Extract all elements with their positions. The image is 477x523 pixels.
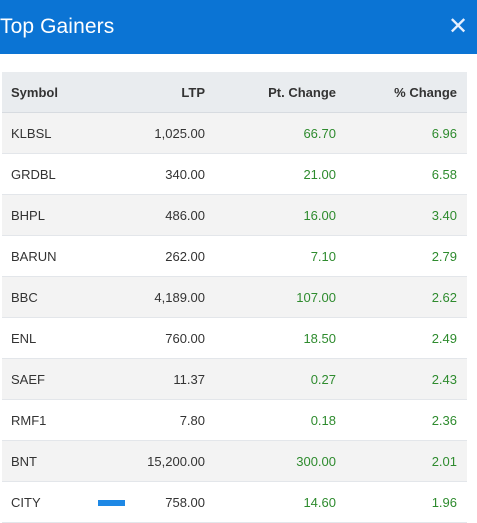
cell-symbol: CITY [2, 481, 102, 523]
header-ltp[interactable]: LTP [102, 72, 209, 113]
table-row[interactable]: RMF1 7.80 0.18 2.36 [2, 399, 467, 441]
cell-symbol: SAEF [2, 358, 102, 400]
modal-header: Top Gainers ✕ [0, 0, 477, 54]
table-row[interactable]: BHPL 486.00 16.00 3.40 [2, 194, 467, 236]
cell-symbol: BARUN [2, 235, 102, 277]
table-row[interactable]: ENL 760.00 18.50 2.49 [2, 317, 467, 359]
cell-pt-change: 107.00 [209, 276, 340, 318]
cell-ltp: 340.00 [102, 153, 209, 195]
cell-pct-change: 2.01 [340, 440, 467, 482]
table-row[interactable]: KLBSL 1,025.00 66.70 6.96 [2, 112, 467, 154]
cell-pct-change: 6.58 [340, 153, 467, 195]
table-row[interactable]: BNT 15,200.00 300.00 2.01 [2, 440, 467, 482]
gainers-table-container: Symbol LTP Pt. Change % Change KLBSL 1,0… [2, 72, 467, 523]
cell-pct-change: 2.43 [340, 358, 467, 400]
cell-ltp: 7.80 [102, 399, 209, 441]
table-header-row: Symbol LTP Pt. Change % Change [2, 72, 467, 113]
cell-pct-change: 6.96 [340, 112, 467, 154]
cell-ltp: 262.00 [102, 235, 209, 277]
cell-pt-change: 0.27 [209, 358, 340, 400]
cell-symbol: ENL [2, 317, 102, 359]
cell-pct-change: 3.40 [340, 194, 467, 236]
cell-symbol: KLBSL [2, 112, 102, 154]
gainers-table: Symbol LTP Pt. Change % Change KLBSL 1,0… [2, 72, 467, 523]
cell-pct-change: 2.79 [340, 235, 467, 277]
header-pt-change[interactable]: Pt. Change [209, 72, 340, 113]
cell-pt-change: 66.70 [209, 112, 340, 154]
cell-symbol: BHPL [2, 194, 102, 236]
table-row[interactable]: GRDBL 340.00 21.00 6.58 [2, 153, 467, 195]
cell-ltp: 11.37 [102, 358, 209, 400]
table-row[interactable]: BBC 4,189.00 107.00 2.62 [2, 276, 467, 318]
cell-symbol: RMF1 [2, 399, 102, 441]
cell-ltp: 1,025.00 [102, 112, 209, 154]
cell-ltp: 486.00 [102, 194, 209, 236]
table-row[interactable]: SAEF 11.37 0.27 2.43 [2, 358, 467, 400]
cell-pt-change: 300.00 [209, 440, 340, 482]
header-symbol[interactable]: Symbol [2, 72, 102, 113]
cell-symbol: BBC [2, 276, 102, 318]
cell-pct-change: 2.49 [340, 317, 467, 359]
scroll-indicator[interactable] [98, 500, 125, 506]
header-pct-change[interactable]: % Change [340, 72, 467, 113]
cell-pt-change: 18.50 [209, 317, 340, 359]
cell-symbol: GRDBL [2, 153, 102, 195]
cell-pt-change: 7.10 [209, 235, 340, 277]
table-row[interactable]: CITY 758.00 14.60 1.96 [2, 481, 467, 523]
cell-pt-change: 14.60 [209, 481, 340, 523]
cell-pct-change: 1.96 [340, 481, 467, 523]
table-row[interactable]: BARUN 262.00 7.10 2.79 [2, 235, 467, 277]
close-icon[interactable]: ✕ [447, 13, 469, 40]
cell-ltp: 4,189.00 [102, 276, 209, 318]
cell-symbol: BNT [2, 440, 102, 482]
modal-title: Top Gainers [0, 15, 115, 38]
cell-pct-change: 2.62 [340, 276, 467, 318]
cell-pct-change: 2.36 [340, 399, 467, 441]
cell-pt-change: 21.00 [209, 153, 340, 195]
cell-pt-change: 0.18 [209, 399, 340, 441]
cell-pt-change: 16.00 [209, 194, 340, 236]
cell-ltp: 760.00 [102, 317, 209, 359]
cell-ltp: 15,200.00 [102, 440, 209, 482]
